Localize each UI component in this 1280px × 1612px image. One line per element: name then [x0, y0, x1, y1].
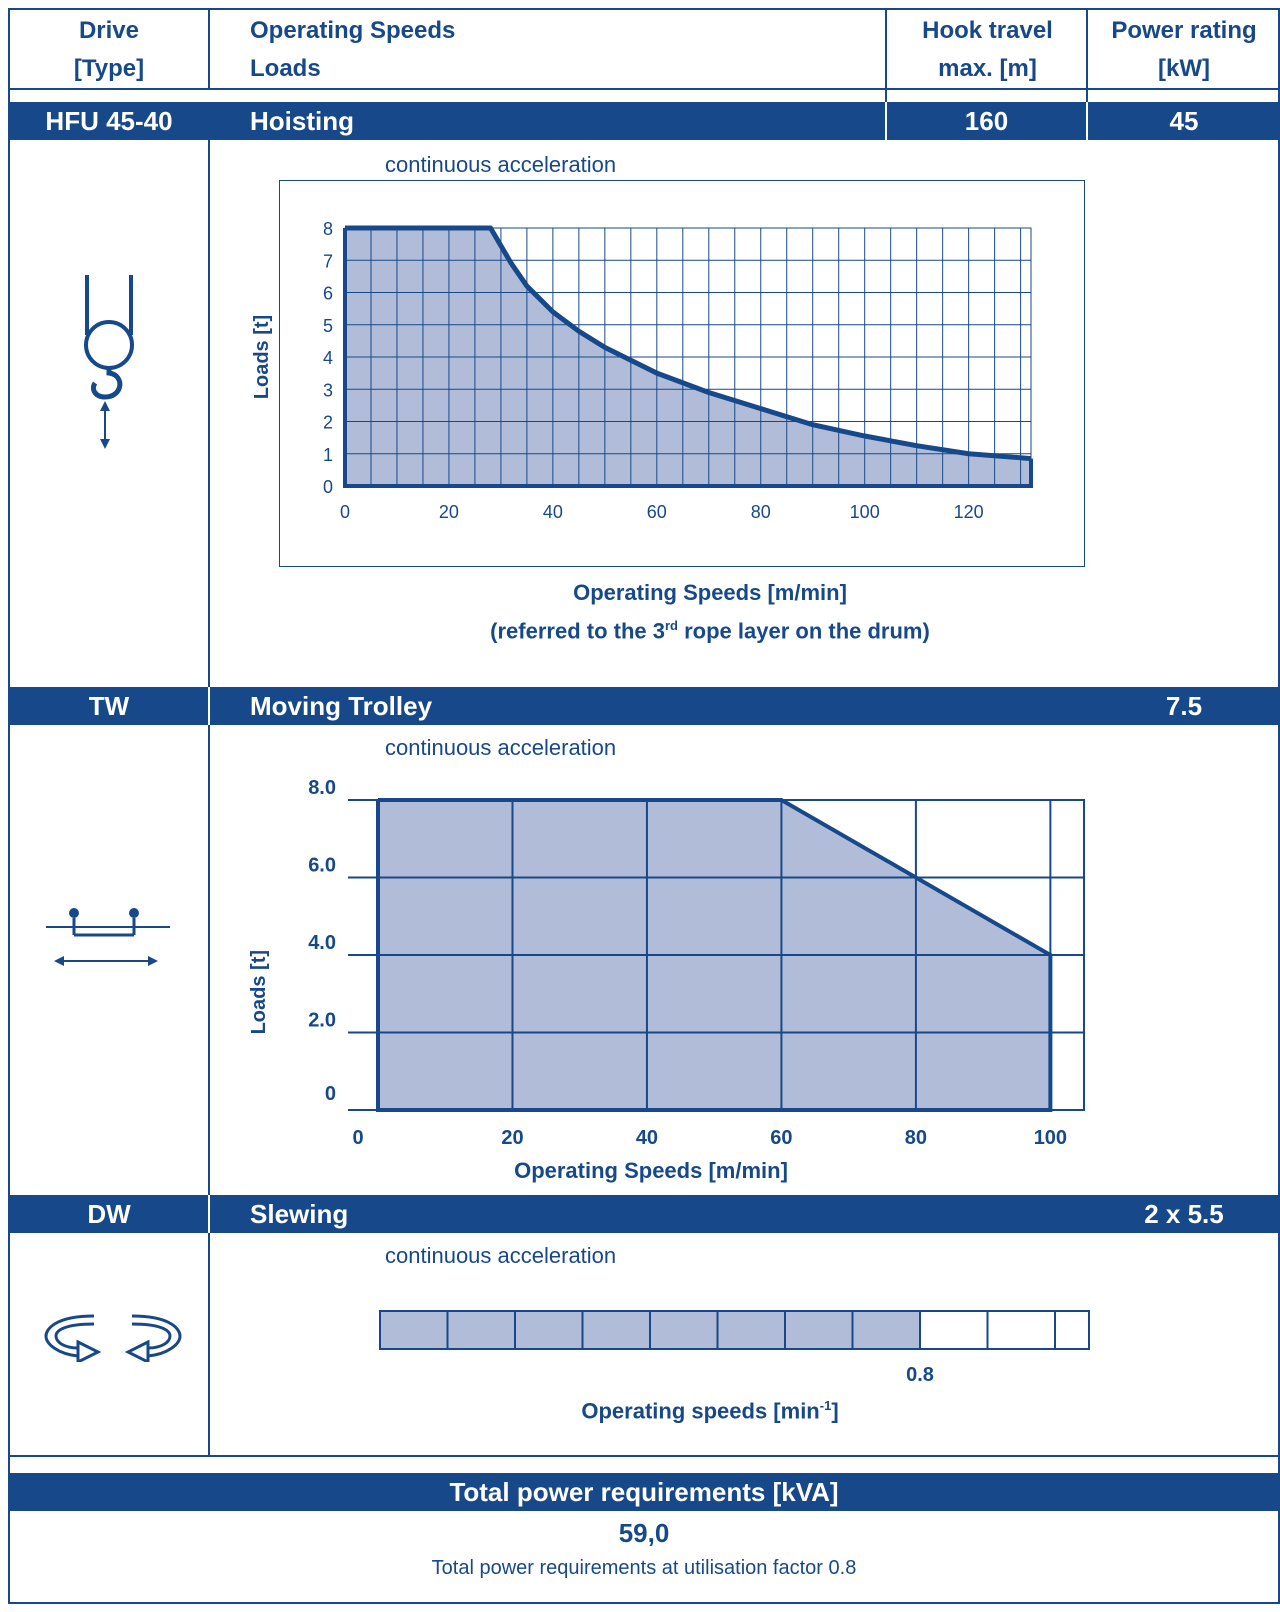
slewing-xlabel-sup: -1	[819, 1398, 832, 1413]
trolley-xtick-label: 80	[905, 1127, 927, 1149]
slewing-xlabel: Operating speeds [min-1]	[210, 1398, 1210, 1424]
total-top-rule	[8, 1455, 1280, 1457]
slewing-bar-divider	[208, 1195, 210, 1233]
slewing-speed-cell	[716, 1310, 786, 1350]
hoisting-ytick-label: 4	[323, 348, 333, 368]
trolley-ytick-label: 4.0	[308, 932, 336, 954]
hoisting-xtick-label: 80	[751, 502, 771, 522]
trolley-bar	[8, 687, 1280, 725]
header-power-rating: Power rating	[1111, 17, 1257, 44]
header-bottom-rule	[8, 88, 1280, 90]
trolley-name: Moving Trolley	[250, 691, 433, 721]
trolley-xtick-label: 100	[1034, 1127, 1067, 1149]
slewing-speed-cell	[514, 1310, 584, 1350]
hoisting-chart-frame	[279, 180, 1085, 567]
hoisting-xlabel: Operating Speeds [m/min]	[573, 580, 847, 605]
hoisting-load-curve	[345, 225, 1032, 462]
slewing-name: Slewing	[250, 1199, 349, 1229]
slewing-power: 2 x 5.5	[1144, 1199, 1224, 1229]
hoisting-ytick-label: 3	[323, 380, 333, 400]
hoisting-ylabel: Loads [t]	[251, 315, 273, 399]
trolley-ylabel: Loads [t]	[248, 950, 270, 1034]
header-divider-2	[885, 8, 887, 140]
crane-hook-icon	[84, 275, 134, 449]
slewing-speed-cell	[379, 1310, 449, 1350]
hoisting-hook-travel: 160	[964, 106, 1009, 136]
slewing-accel-label: continuous acceleration	[385, 1243, 617, 1268]
trolley-ytick-label: 0	[325, 1083, 336, 1105]
total-note: Total power requirements at utilisation …	[431, 1557, 857, 1579]
slewing-speed-cell	[784, 1310, 854, 1350]
slewing-speed-cell	[581, 1310, 651, 1350]
slewing-bar	[8, 1195, 1280, 1233]
trolley-ytick-label: 6.0	[308, 855, 336, 877]
hoisting-ytick-label: 7	[323, 251, 333, 271]
header-hook-travel: Hook travel	[922, 17, 1053, 44]
hoisting-xlabel-note-sup: rd	[665, 618, 678, 633]
header-drive-line2: [Type]	[73, 55, 145, 82]
trolley-bar-divider	[208, 687, 210, 725]
slewing-type: DW	[87, 1199, 131, 1229]
hoisting-bar-divider-1	[885, 102, 887, 140]
hoisting-xtick-label: 120	[954, 502, 984, 522]
hoisting-xtick-label: 40	[543, 502, 563, 522]
hoisting-xlabel-note-pre: (referred to the 3	[490, 618, 665, 644]
trolley-type: TW	[88, 691, 130, 721]
slewing-speed-cell	[1054, 1310, 1090, 1350]
hoisting-accel-label: continuous acceleration	[385, 152, 617, 177]
hoisting-xtick-label: 60	[647, 502, 667, 522]
slewing-speed-cell	[919, 1310, 989, 1350]
hoisting-ytick-label: 1	[323, 445, 333, 465]
hoisting-xtick-label: 0	[340, 502, 350, 522]
trolley-xtick-label: 60	[770, 1127, 792, 1149]
slewing-speed-cell	[851, 1310, 921, 1350]
trolley-accel-label: continuous acceleration	[385, 735, 617, 760]
header-drive-line1: Drive	[78, 17, 140, 44]
hoisting-ytick-label: 0	[323, 477, 333, 497]
trolley-chart: 0 2.0 4.0 6.0 8.0 0 20 40 60 80 100 Loads [t] Operat…	[248, 777, 1085, 1183]
hoisting-type: HFU 45-40	[45, 106, 173, 136]
hoisting-power: 45	[1169, 106, 1199, 136]
trolley-xtick-label: 0	[352, 1127, 363, 1149]
hoisting-xlabel-note: (referred to the 3rd rope layer on the d…	[210, 618, 1210, 644]
hoisting-ytick-label: 5	[323, 316, 333, 336]
trolley-xtick-label: 40	[636, 1127, 658, 1149]
trolley-ytick-label: 2.0	[308, 1010, 336, 1032]
header-divider-3	[1086, 8, 1088, 140]
trolley-ytick-label: 8.0	[308, 777, 336, 799]
slewing-arrows-icon	[44, 1314, 182, 1362]
hoisting-area-outline	[343, 228, 1033, 488]
slewing-chart: 0.8	[379, 1310, 1090, 1386]
header-divider-1	[208, 8, 210, 90]
total-title: Total power requirements [kVA]	[8, 1473, 1280, 1511]
trolley-icon	[46, 908, 170, 966]
header-hook-travel-unit: max. [m]	[938, 55, 1037, 82]
slewing-xlabel-post: ]	[831, 1398, 839, 1424]
trolley-xlabel: Operating Speeds [m/min]	[514, 1158, 788, 1183]
slewing-xlabel-pre: Operating speeds [min	[581, 1398, 820, 1424]
slewing-speed-cell	[649, 1310, 719, 1350]
hoisting-bar	[8, 102, 1280, 140]
hoisting-ytick-label: 6	[323, 284, 333, 304]
hoisting-xtick-label: 20	[439, 502, 459, 522]
hoisting-xlabel-note-post: rope layer on the drum)	[678, 618, 930, 644]
header-loads: Loads	[250, 55, 321, 82]
header-power-unit: [kW]	[1158, 55, 1210, 82]
trolley-power: 7.5	[1165, 691, 1203, 721]
slewing-speed-cell	[446, 1310, 516, 1350]
total-value: 59,0	[618, 1518, 670, 1548]
slewing-speed-cell	[986, 1310, 1056, 1350]
hoisting-ytick-label: 2	[323, 413, 333, 433]
body-divider	[208, 140, 210, 1455]
hoisting-xtick-label: 100	[850, 502, 880, 522]
table-frame	[8, 8, 1280, 1604]
trolley-load-curve	[376, 798, 1053, 1112]
hoisting-name: Hoisting	[250, 106, 354, 136]
header-operating-speeds: Operating Speeds	[250, 17, 456, 44]
hoisting-ytick-label: 8	[323, 219, 333, 239]
slewing-value-label: 0.8	[906, 1364, 934, 1386]
trolley-xtick-label: 20	[501, 1127, 523, 1149]
hoisting-bar-divider-2	[1086, 102, 1088, 140]
